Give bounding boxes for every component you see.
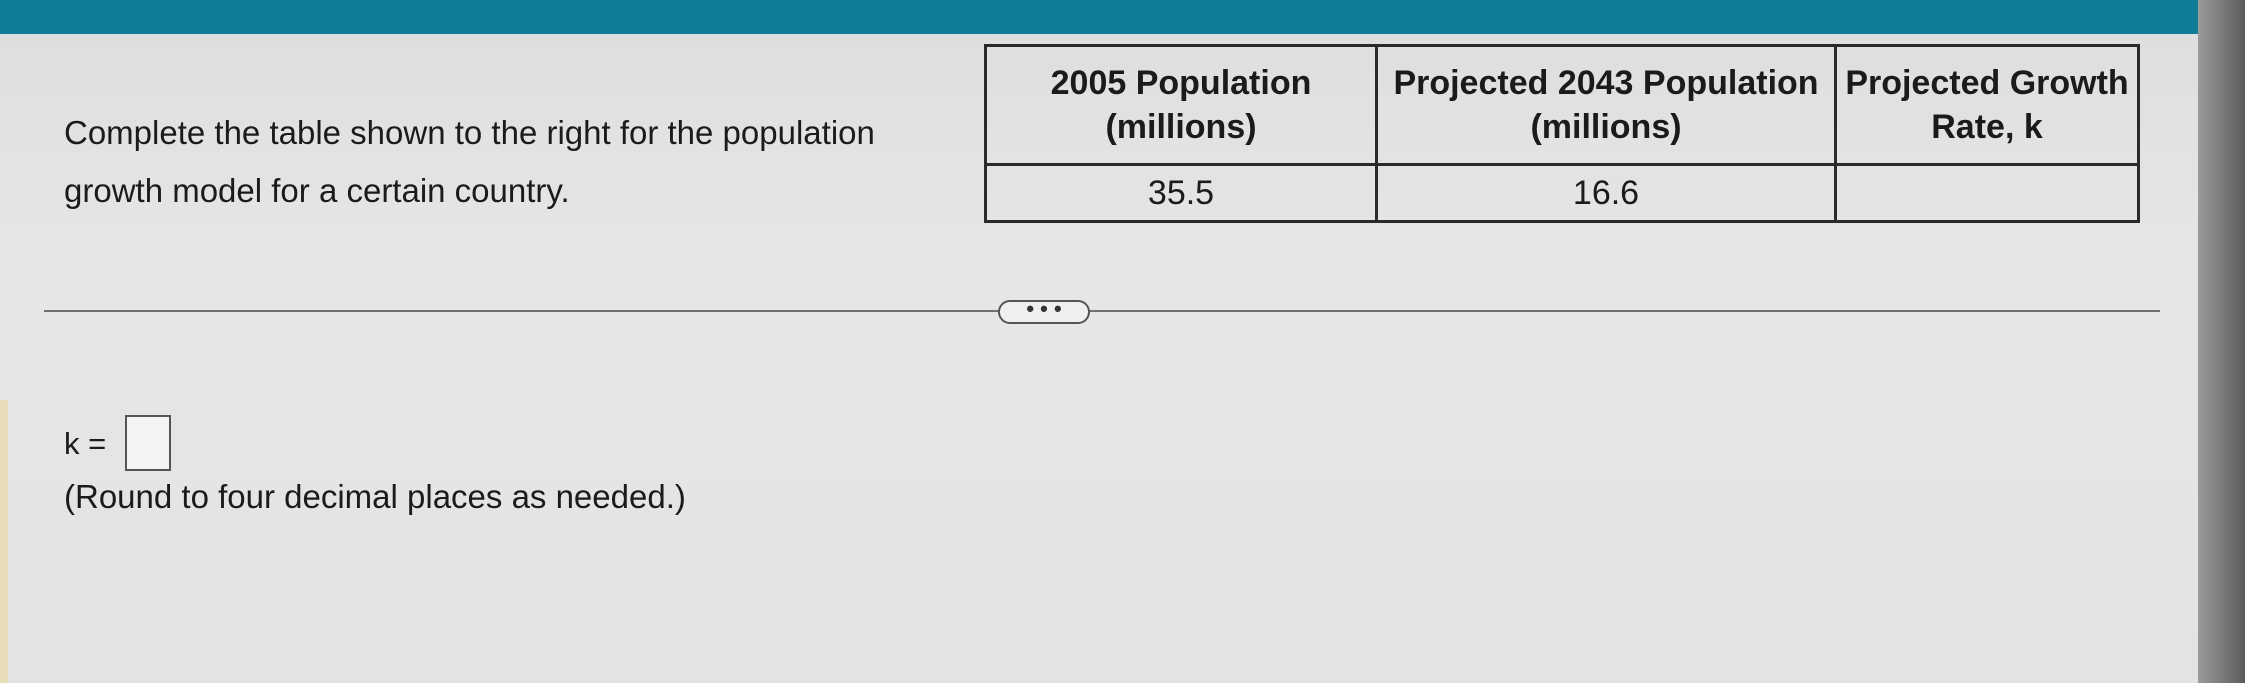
cell-growth-rate	[1834, 163, 2140, 223]
top-bar	[0, 0, 2245, 34]
section-divider	[44, 310, 2160, 312]
question-prompt: Complete the table shown to the right fo…	[64, 114, 875, 209]
table-row: 35.5 16.6	[984, 163, 2140, 223]
header-2043-population: Projected 2043 Population (millions)	[1375, 44, 1837, 166]
cell-2043-population: 16.6	[1375, 163, 1837, 223]
table-header-row: 2005 Population (millions) Projected 204…	[984, 44, 2140, 166]
header-2005-population: 2005 Population (millions)	[984, 44, 1378, 166]
header-growth-rate: Projected Growth Rate, k	[1834, 44, 2140, 166]
rounding-hint: (Round to four decimal places as needed.…	[64, 478, 686, 515]
screen-edge	[2198, 0, 2245, 683]
answer-label: k =	[64, 426, 107, 461]
more-options-button[interactable]: • • •	[998, 298, 1090, 324]
k-answer-input[interactable]	[125, 415, 171, 471]
cell-2005-population: 35.5	[984, 163, 1378, 223]
left-margin-strip	[0, 400, 8, 683]
population-table: 2005 Population (millions) Projected 204…	[984, 44, 2140, 223]
